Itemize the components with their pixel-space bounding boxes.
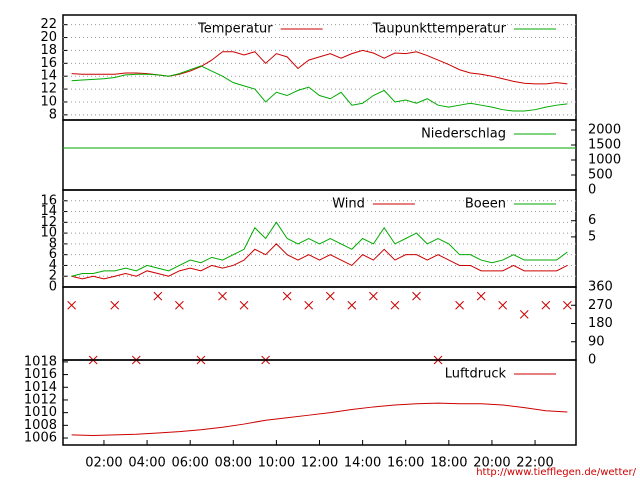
point (304, 300, 314, 310)
y-tick-label: 20 (40, 30, 57, 45)
y-tick-label: 16 (40, 193, 57, 208)
series-line (71, 243, 568, 280)
y-tick-label: 2 (49, 269, 57, 284)
legend-label: Niederschlag (421, 127, 506, 142)
point (67, 300, 76, 310)
y-tick-label: 1006 (24, 431, 57, 446)
point (218, 291, 227, 301)
y-tick-label: 14 (40, 204, 57, 219)
x-tick-label: 04:00 (128, 456, 165, 471)
x-tick-label: 20:00 (473, 456, 510, 471)
y2-tick-label: 500 (588, 167, 613, 182)
point (153, 291, 163, 301)
point (282, 291, 292, 301)
point (347, 300, 357, 310)
y-tick-label: 1018 (24, 354, 57, 369)
y-tick-label: 1012 (24, 392, 57, 407)
point (541, 300, 551, 310)
legend-label: Temperatur (197, 22, 273, 37)
y-tick-label: 16 (40, 56, 57, 71)
point (563, 300, 572, 310)
point (498, 300, 508, 310)
legend-label: Luftdruck (445, 367, 507, 382)
point (455, 300, 464, 310)
point (175, 300, 184, 310)
series-line (71, 65, 568, 112)
legend-label: Boeen (465, 197, 506, 212)
y-tick-label: 1010 (24, 405, 57, 420)
y-tick-label: 0 (49, 280, 57, 295)
legend-label: Wind (332, 197, 365, 212)
point (476, 291, 486, 301)
y-tick-label: 10 (40, 226, 57, 241)
y2-tick-label: 1500 (588, 137, 621, 152)
y-tick-label: 18 (40, 43, 57, 58)
y-tick-label: 1016 (24, 367, 57, 382)
y2-tick-label: 0 (588, 353, 596, 368)
y2-tick-label: 360 (588, 280, 613, 295)
y-tick-label: 1014 (24, 380, 57, 395)
y2-tick-label: 6 (588, 213, 596, 228)
point (110, 300, 120, 310)
series-line (71, 221, 568, 277)
y-tick-label: 12 (40, 82, 57, 97)
x-tick-label: 12:00 (301, 456, 338, 471)
y2-tick-label: 180 (588, 316, 613, 331)
point (325, 291, 335, 301)
x-tick-label: 06:00 (171, 456, 208, 471)
y2-tick-label: 2000 (588, 122, 621, 137)
y2-tick-label: 90 (588, 334, 605, 349)
x-tick-label: 22:00 (516, 456, 553, 471)
y-tick-label: 10 (40, 94, 57, 109)
x-tick-label: 02:00 (85, 456, 122, 471)
series-line (71, 49, 568, 85)
y2-tick-label: 5 (588, 229, 596, 244)
y2-tick-label: 0 (588, 183, 596, 198)
x-tick-label: 10:00 (258, 456, 295, 471)
y-tick-label: 6 (49, 247, 57, 262)
legend-label: Taupunkttemperatur (372, 22, 507, 37)
point (412, 291, 421, 301)
y-tick-label: 1008 (24, 418, 57, 433)
panel-frame (62, 286, 577, 361)
y2-tick-label: 270 (588, 298, 613, 313)
point (519, 310, 529, 319)
point (369, 291, 378, 301)
y2-tick-label: 1000 (588, 152, 621, 167)
y-tick-label: 4 (49, 258, 57, 273)
footer-url: http://www.tiefflegen.de/wetter/ (476, 467, 636, 478)
series-line (71, 402, 568, 436)
y-tick-label: 12 (40, 215, 57, 230)
point (390, 300, 400, 310)
y-tick-label: 14 (40, 69, 57, 84)
x-tick-label: 14:00 (344, 456, 381, 471)
x-tick-label: 08:00 (215, 456, 252, 471)
y-tick-label: 8 (49, 107, 57, 122)
point (239, 300, 249, 310)
x-tick-label: 16:00 (387, 456, 424, 471)
x-tick-label: 18:00 (430, 456, 467, 471)
y-tick-label: 22 (40, 17, 57, 32)
y-tick-label: 8 (49, 236, 57, 251)
